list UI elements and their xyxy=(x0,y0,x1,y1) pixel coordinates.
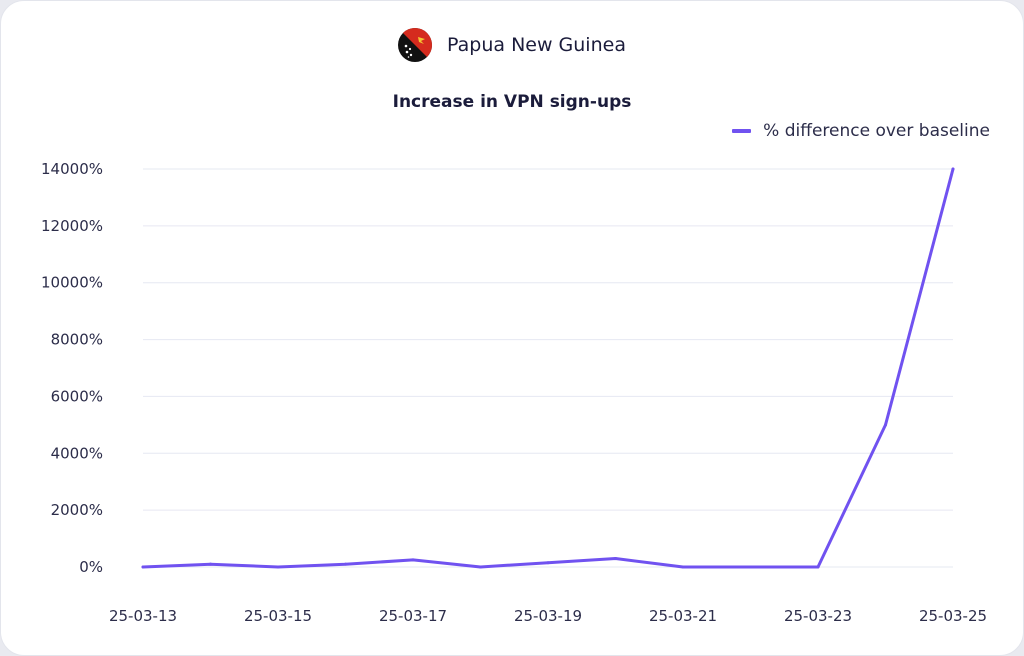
chart-header: Papua New Guinea xyxy=(0,28,1024,62)
data-point xyxy=(816,565,820,569)
y-tick-label: 0% xyxy=(79,558,103,576)
data-point xyxy=(749,565,752,569)
chart-title: Increase in VPN sign-ups xyxy=(392,92,632,112)
data-point xyxy=(681,565,685,569)
country-name: Papua New Guinea xyxy=(447,34,626,56)
x-axis-ticks: 25-03-13 25-03-15 25-03-17 25-03-19 25-03-21… xyxy=(109,607,987,625)
y-tick-label: 14000% xyxy=(41,160,103,178)
y-axis-ticks: 0% 2000% 4000% 6000% 8000% 10000% 12000% 14000% xyxy=(41,160,103,576)
chart-legend: % difference over baseline xyxy=(732,121,990,141)
data-point xyxy=(546,561,550,565)
data-point xyxy=(951,167,955,171)
papua-new-guinea-flag-icon xyxy=(398,28,433,62)
x-tick-label: 25-03-23 xyxy=(784,607,852,625)
data-point xyxy=(479,565,482,569)
legend-label: % difference over baseline xyxy=(763,121,990,141)
data-point xyxy=(344,562,347,566)
legend-swatch xyxy=(732,129,752,133)
x-tick-label: 25-03-21 xyxy=(649,607,717,625)
data-point xyxy=(884,423,887,427)
x-tick-label: 25-03-15 xyxy=(244,607,312,625)
y-tick-label: 12000% xyxy=(41,217,103,235)
y-tick-label: 6000% xyxy=(51,387,103,405)
y-tick-label: 2000% xyxy=(51,501,103,519)
data-point xyxy=(141,565,145,569)
x-tick-label: 25-03-19 xyxy=(514,607,582,625)
data-point xyxy=(276,565,280,569)
x-tick-label: 25-03-13 xyxy=(109,607,177,625)
x-tick-label: 25-03-17 xyxy=(379,607,447,625)
series-layer xyxy=(141,167,955,569)
y-tick-label: 4000% xyxy=(51,444,103,462)
y-tick-label: 10000% xyxy=(41,274,103,292)
data-point xyxy=(411,558,415,562)
data-point xyxy=(209,562,212,566)
x-tick-label: 25-03-25 xyxy=(919,607,987,625)
series-line xyxy=(141,167,955,569)
data-point xyxy=(614,556,617,560)
y-tick-label: 8000% xyxy=(51,331,103,349)
grid-lines xyxy=(143,168,953,568)
